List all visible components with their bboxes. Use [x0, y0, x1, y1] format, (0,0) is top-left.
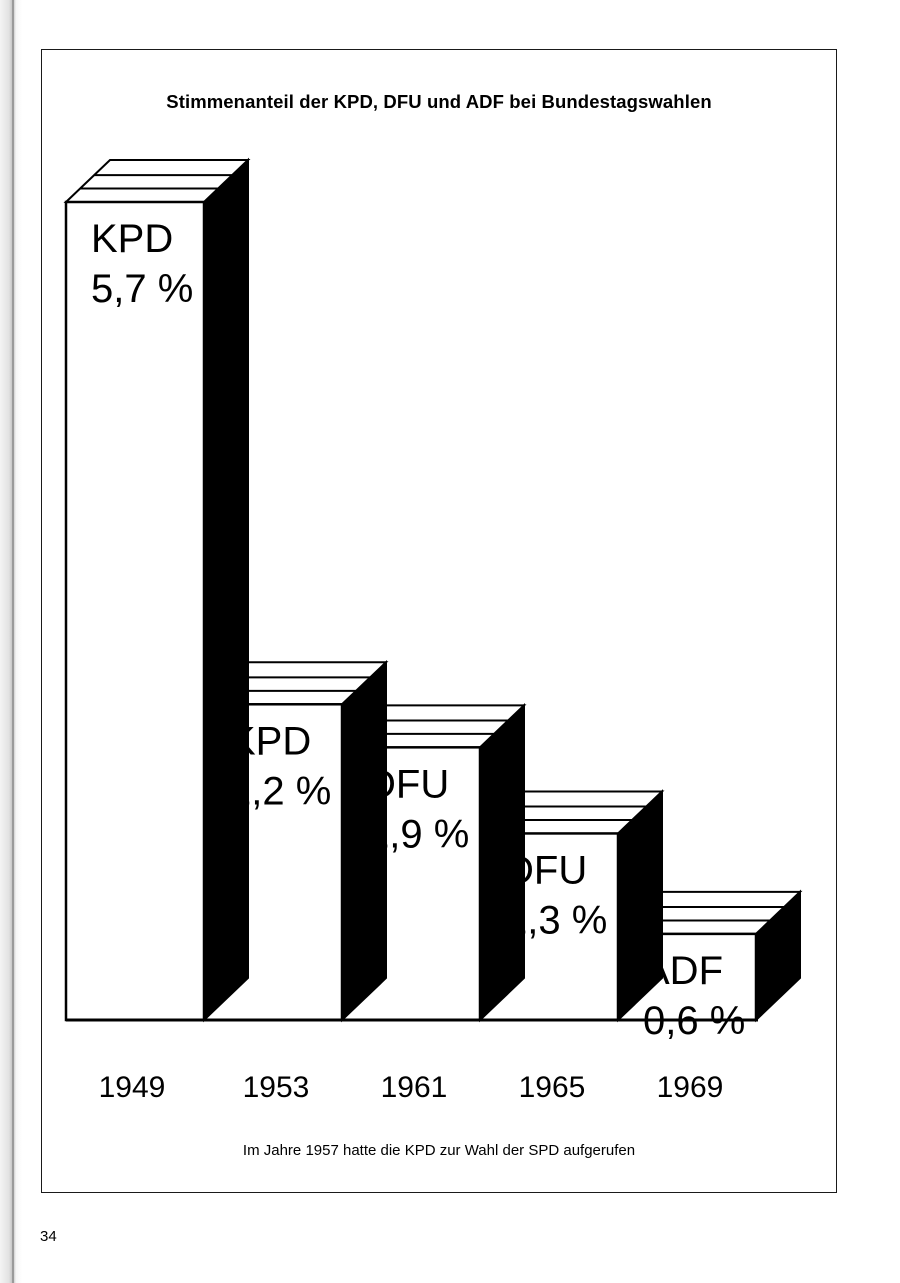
- bar-party-label: KPD: [91, 217, 173, 261]
- bar-side-face: [341, 659, 387, 1023]
- bar-side-face: [479, 702, 525, 1023]
- chart-title: Stimmenanteil der KPD, DFU und ADF bei B…: [166, 91, 712, 112]
- book-spine-edge: [0, 0, 22, 1283]
- x-tick-label-1961: 1961: [381, 1071, 448, 1104]
- x-tick-label-1949: 1949: [99, 1071, 166, 1104]
- bar-value-label: 5,7 %: [91, 267, 193, 311]
- x-tick-label-1965: 1965: [519, 1071, 586, 1104]
- chart-caption: Im Jahre 1957 hatte die KPD zur Wahl der…: [242, 1142, 636, 1159]
- page-number: 34: [40, 1228, 57, 1245]
- book-spine-line: [12, 0, 14, 1283]
- x-tick-label-1953: 1953: [243, 1071, 310, 1104]
- bar-side-face: [203, 157, 249, 1023]
- x-tick-label-1969: 1969: [657, 1071, 724, 1104]
- bar-group: KPD 5,7 %: [63, 157, 251, 1023]
- bar-front-face: [64, 200, 206, 1022]
- figure-frame: [41, 49, 837, 1193]
